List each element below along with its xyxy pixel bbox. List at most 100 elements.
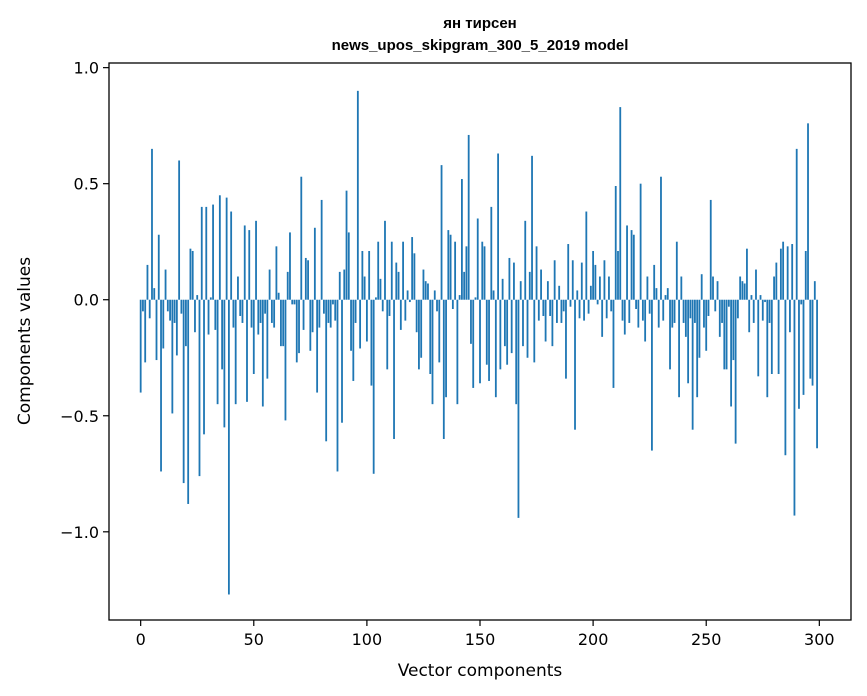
bar [619, 107, 622, 300]
bar [569, 299, 572, 307]
bar [234, 299, 237, 405]
bar [447, 230, 450, 300]
bar [809, 299, 812, 379]
bar [196, 295, 199, 300]
y-tick-label: 0.5 [74, 175, 99, 194]
x-tick-label: 250 [691, 630, 722, 649]
bar [594, 264, 597, 300]
bar [721, 299, 723, 323]
bar [295, 299, 298, 363]
bar [793, 299, 796, 516]
bar [779, 248, 782, 300]
bar [148, 299, 151, 319]
bar [691, 299, 694, 430]
bar [472, 299, 475, 388]
bar [438, 299, 441, 363]
bar [739, 276, 742, 300]
plot-frame [108, 62, 852, 621]
bar [363, 276, 366, 300]
bar [531, 155, 533, 300]
bar [232, 299, 235, 328]
y-tick-label: −1.0 [60, 523, 99, 542]
bar [223, 299, 226, 428]
bar [300, 176, 303, 300]
bar [669, 299, 671, 370]
bar [712, 276, 714, 300]
bar [370, 299, 373, 386]
bar [454, 241, 457, 300]
bar [807, 123, 809, 300]
x-axis-ticks: 0 50 100 150 200 250 300 [136, 620, 835, 649]
bar [664, 295, 667, 300]
bar [621, 299, 624, 321]
bar [221, 299, 224, 370]
bar [492, 290, 495, 300]
bar [198, 299, 201, 477]
bar [777, 299, 780, 374]
bar [375, 297, 377, 300]
bar [227, 299, 230, 595]
bar [490, 206, 493, 300]
bar [639, 183, 642, 300]
bar [187, 299, 190, 504]
bar [384, 220, 386, 300]
bar [544, 299, 547, 342]
bar [556, 299, 558, 323]
bar [705, 299, 708, 351]
bar [250, 299, 253, 328]
bar [725, 299, 728, 370]
bar [162, 299, 165, 349]
bar [759, 295, 762, 300]
bar [524, 220, 527, 300]
bar [377, 241, 380, 300]
bar [218, 195, 221, 300]
bar [587, 299, 590, 314]
bar [304, 257, 307, 300]
bar [257, 299, 260, 335]
bar [139, 299, 142, 393]
bar [562, 299, 565, 312]
bar [632, 234, 635, 300]
bar [311, 299, 314, 333]
bar [350, 299, 352, 351]
bar [467, 134, 470, 300]
bar [182, 299, 185, 484]
bar [646, 276, 649, 300]
bar [273, 299, 276, 328]
bar [241, 299, 244, 323]
bar [286, 271, 289, 300]
bar [386, 299, 389, 370]
bar [506, 299, 509, 365]
bar [680, 276, 683, 300]
bar [354, 299, 357, 323]
bar [442, 299, 445, 439]
y-axis-ticks: −1.0 −0.5 0.0 0.5 1.0 [60, 59, 109, 542]
bar [146, 264, 149, 300]
bar [390, 241, 393, 300]
bar [291, 299, 294, 305]
bar [802, 299, 805, 395]
bar [813, 281, 816, 300]
bar [612, 299, 615, 388]
bar [313, 227, 316, 300]
bar [764, 299, 766, 303]
bar [483, 246, 486, 300]
bar [786, 246, 789, 300]
bar [694, 299, 696, 323]
bar [497, 153, 499, 300]
bar [309, 299, 312, 351]
x-tick-label: 300 [804, 630, 835, 649]
bar [413, 253, 416, 300]
bar [494, 299, 497, 398]
bar [657, 299, 660, 328]
bar [261, 299, 264, 407]
bar [408, 299, 411, 303]
bar [519, 281, 522, 300]
bar [714, 299, 717, 312]
bar [673, 299, 676, 323]
x-tick-label: 50 [244, 630, 264, 649]
bar [696, 299, 699, 398]
bar [203, 299, 205, 435]
bar [388, 299, 391, 316]
